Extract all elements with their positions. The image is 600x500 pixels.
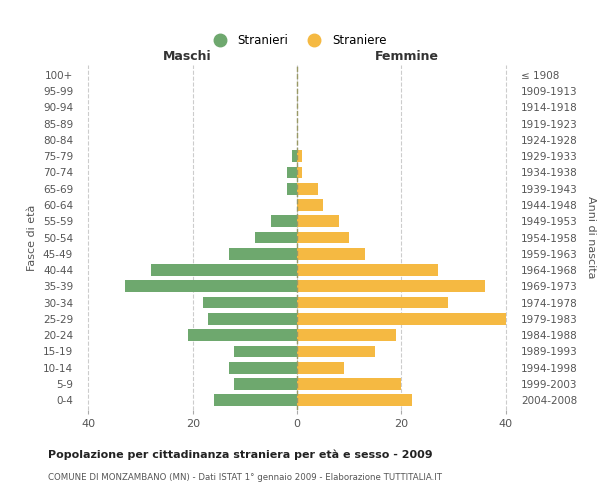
Bar bbox=[255, 232, 297, 243]
Bar bbox=[151, 264, 297, 276]
Bar bbox=[297, 199, 323, 211]
Bar bbox=[297, 216, 339, 227]
Bar bbox=[271, 216, 297, 227]
Bar bbox=[297, 248, 365, 260]
Bar bbox=[297, 150, 302, 162]
Bar bbox=[203, 296, 297, 308]
Y-axis label: Fasce di età: Fasce di età bbox=[28, 204, 37, 270]
Bar bbox=[297, 362, 344, 374]
Y-axis label: Anni di nascita: Anni di nascita bbox=[586, 196, 596, 279]
Bar bbox=[214, 394, 297, 406]
Bar bbox=[229, 248, 297, 260]
Bar bbox=[297, 296, 448, 308]
Bar bbox=[297, 330, 396, 341]
Text: COMUNE DI MONZAMBANO (MN) - Dati ISTAT 1° gennaio 2009 - Elaborazione TUTTITALIA: COMUNE DI MONZAMBANO (MN) - Dati ISTAT 1… bbox=[48, 472, 442, 482]
Bar bbox=[287, 166, 297, 178]
Legend: Stranieri, Straniere: Stranieri, Straniere bbox=[203, 30, 391, 52]
Bar bbox=[297, 280, 485, 292]
Bar bbox=[125, 280, 297, 292]
Bar bbox=[297, 378, 401, 390]
Text: Maschi: Maschi bbox=[163, 50, 212, 64]
Bar bbox=[208, 313, 297, 324]
Bar bbox=[297, 166, 302, 178]
Bar bbox=[297, 183, 318, 194]
Bar bbox=[297, 264, 438, 276]
Bar bbox=[187, 330, 297, 341]
Bar bbox=[229, 362, 297, 374]
Bar bbox=[297, 346, 375, 358]
Bar bbox=[287, 183, 297, 194]
Bar bbox=[235, 346, 297, 358]
Bar bbox=[297, 394, 412, 406]
Bar bbox=[297, 232, 349, 243]
Bar bbox=[297, 313, 506, 324]
Text: Popolazione per cittadinanza straniera per età e sesso - 2009: Popolazione per cittadinanza straniera p… bbox=[48, 450, 433, 460]
Bar bbox=[235, 378, 297, 390]
Text: Femmine: Femmine bbox=[374, 50, 439, 64]
Bar bbox=[292, 150, 297, 162]
